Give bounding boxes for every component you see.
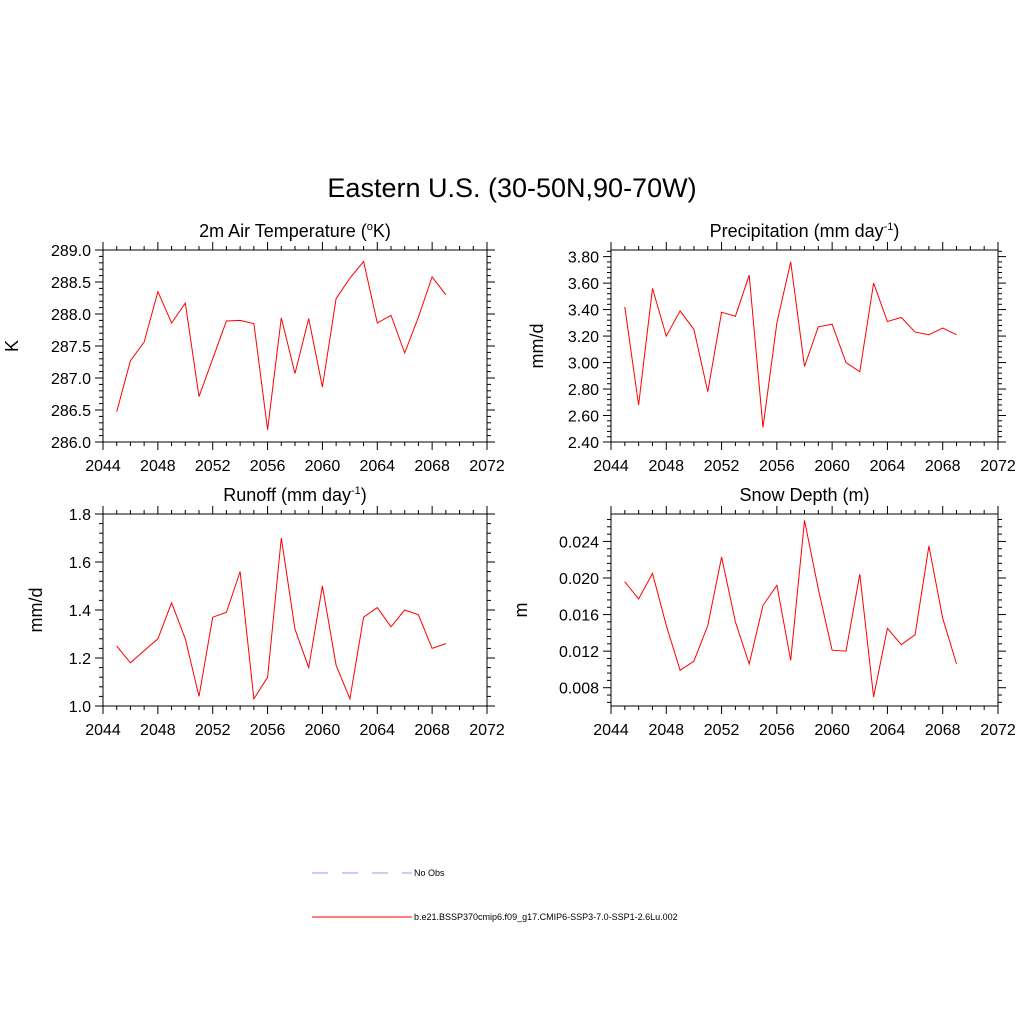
- y-tick-label: 289.0: [51, 243, 91, 260]
- y-tick-label: 0.020: [559, 571, 599, 588]
- x-tick-label: 2072: [469, 458, 505, 475]
- x-tick-label: 2064: [359, 722, 395, 739]
- x-tick-label: 2072: [469, 722, 505, 739]
- y-axis-label: K: [2, 340, 22, 352]
- y-tick-label: 3.40: [568, 303, 599, 320]
- plot-frame: [102, 513, 488, 707]
- x-tick-label: 2056: [250, 722, 286, 739]
- y-tick-label: 286.0: [51, 435, 91, 452]
- x-tick-label: 2068: [925, 458, 961, 475]
- y-tick-label: 0.012: [559, 644, 599, 661]
- y-tick-label: 287.5: [51, 339, 91, 356]
- y-tick-label: 2.60: [568, 409, 599, 426]
- x-tick-label: 2056: [250, 458, 286, 475]
- plot-frame: [102, 249, 488, 443]
- chart-panels: 2m Air Temperature (oK) 2044 2048 2052 2056 2…: [2, 221, 1016, 739]
- x-tick-label: 2072: [980, 722, 1016, 739]
- y-tick-label: 287.0: [51, 371, 91, 388]
- chart-panel: 2m Air Temperature (oK) 2044 2048 2052 2056 2…: [2, 221, 505, 475]
- x-tick-label: 2064: [359, 458, 395, 475]
- chart-panel: Precipitation (mm day-1) 2044 2048 2052 2056…: [527, 221, 1016, 475]
- x-tick-label: 2064: [870, 722, 906, 739]
- chart-panel: Runoff (mm day-1) 2044 2048 2052 2056 2060 206…: [26, 485, 505, 739]
- series-line: [116, 260, 447, 430]
- y-tick-label: 1.4: [69, 603, 91, 620]
- series-line: [624, 520, 957, 697]
- x-tick-label: 2060: [305, 722, 341, 739]
- x-tick-label: 2044: [593, 458, 629, 475]
- x-tick-label: 2048: [648, 722, 684, 739]
- y-tick-label: 288.0: [51, 307, 91, 324]
- legend: No Obs b.e21.BSSP370cmip6.f09_g17.CMIP6-S…: [312, 868, 678, 922]
- chart-panel: Snow Depth (m) 2044 2048 2052 2056 2060 2064 20…: [511, 485, 1016, 739]
- panel-title: Runoff (mm day-1): [223, 485, 367, 505]
- series-line: [116, 537, 447, 701]
- y-tick-label: 1.0: [69, 699, 91, 716]
- y-tick-label: 0.024: [559, 534, 599, 551]
- plot-frame: [610, 513, 999, 707]
- y-tick-label: 286.5: [51, 403, 91, 420]
- y-tick-label: 3.80: [568, 250, 599, 267]
- x-tick-label: 2068: [414, 458, 450, 475]
- x-tick-label: 2044: [85, 722, 121, 739]
- x-tick-label: 2060: [305, 458, 341, 475]
- y-axis-label: mm/d: [26, 588, 46, 633]
- x-tick-label: 2048: [140, 722, 176, 739]
- legend-label: No Obs: [414, 868, 445, 878]
- x-tick-label: 2068: [925, 722, 961, 739]
- y-tick-label: 1.8: [69, 507, 91, 524]
- figure-title: Eastern U.S. (30-50N,90-70W): [327, 173, 696, 203]
- x-tick-label: 2052: [704, 722, 740, 739]
- y-tick-label: 3.00: [568, 356, 599, 373]
- plot-frame: [610, 249, 999, 443]
- x-tick-label: 2052: [704, 458, 740, 475]
- x-tick-label: 2048: [648, 458, 684, 475]
- panel-title: 2m Air Temperature (oK): [199, 221, 391, 241]
- y-tick-label: 0.008: [559, 681, 599, 698]
- y-tick-label: 3.20: [568, 329, 599, 346]
- legend-label: b.e21.BSSP370cmip6.f09_g17.CMIP6-SSP3-7.…: [414, 912, 678, 922]
- y-tick-label: 1.6: [69, 555, 91, 572]
- x-tick-label: 2068: [414, 722, 450, 739]
- x-tick-label: 2056: [759, 722, 795, 739]
- x-tick-label: 2044: [85, 458, 121, 475]
- panel-title: Snow Depth (m): [739, 485, 869, 505]
- y-tick-label: 2.80: [568, 382, 599, 399]
- x-tick-label: 2052: [195, 458, 231, 475]
- y-tick-label: 0.016: [559, 608, 599, 625]
- y-tick-label: 1.2: [69, 651, 91, 668]
- y-tick-label: 3.60: [568, 276, 599, 293]
- x-tick-label: 2056: [759, 458, 795, 475]
- x-tick-label: 2060: [814, 722, 850, 739]
- x-tick-label: 2052: [195, 722, 231, 739]
- x-tick-label: 2072: [980, 458, 1016, 475]
- y-tick-label: 288.5: [51, 275, 91, 292]
- series-line: [624, 261, 957, 428]
- x-tick-label: 2044: [593, 722, 629, 739]
- y-axis-label: m: [511, 603, 531, 618]
- x-tick-label: 2064: [870, 458, 906, 475]
- panel-title: Precipitation (mm day-1): [710, 221, 900, 241]
- x-tick-label: 2048: [140, 458, 176, 475]
- y-tick-label: 2.40: [568, 435, 599, 452]
- y-axis-label: mm/d: [527, 324, 547, 369]
- x-tick-label: 2060: [814, 458, 850, 475]
